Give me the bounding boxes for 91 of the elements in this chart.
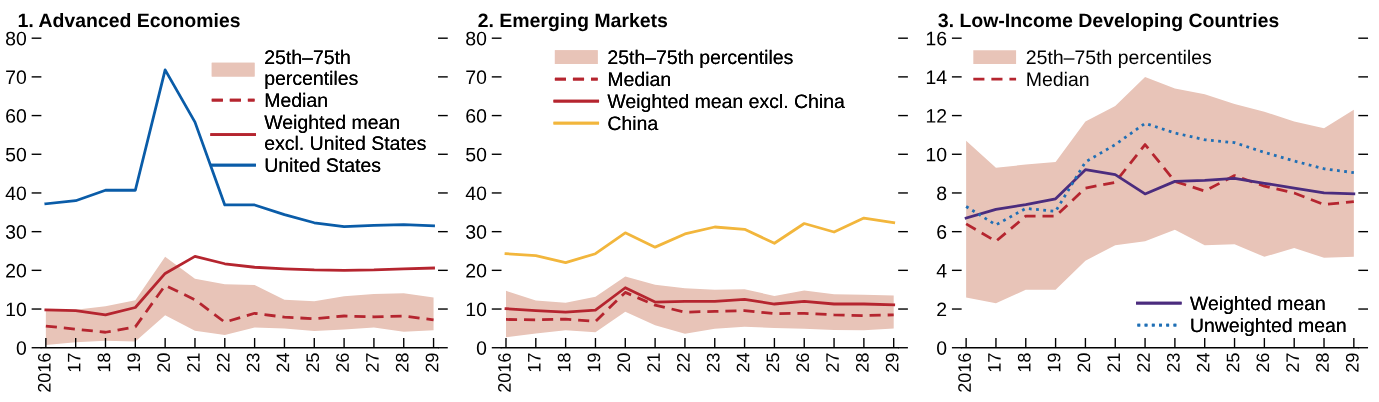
x-tick-label: 2016 — [498, 353, 511, 392]
y-tick-label: 0 — [16, 341, 27, 355]
x-tick-label: 24 — [1196, 353, 1210, 372]
y-tick-label: 40 — [5, 186, 27, 201]
chart-title: 3. Low-Income Developing Countries — [938, 12, 1279, 32]
y-tick-label: 20 — [466, 263, 487, 278]
x-tick-label: 27 — [1286, 353, 1299, 372]
x-tick-label: 20 — [617, 353, 631, 372]
x-tick-label: 26 — [796, 353, 810, 372]
line-series — [964, 168, 1356, 220]
y-tick-label: 40 — [465, 186, 487, 201]
y-tick-label: 60 — [466, 109, 487, 123]
x-tick-label: 28 — [395, 353, 409, 372]
x-tick-label: 28 — [1316, 353, 1329, 372]
y-tick-label: 50 — [466, 147, 487, 162]
x-tick-label: 19 — [127, 353, 141, 372]
x-tick-label: 18 — [97, 353, 111, 372]
y-tick-label: 20 — [6, 263, 27, 278]
legend-label: Median — [608, 71, 670, 87]
y-tick-label: 30 — [466, 225, 487, 239]
y-tick-label: 80 — [466, 31, 487, 46]
x-tick-label: 26 — [336, 353, 349, 372]
legend-label: United States — [265, 157, 381, 173]
y-tick-label: 16 — [926, 31, 947, 46]
x-tick-label: 26 — [1256, 353, 1270, 372]
y-tick-label: 0 — [937, 341, 947, 355]
x-tick-label: 23 — [706, 353, 720, 372]
legend-label: 25th–75th percentiles — [1026, 49, 1212, 68]
x-tick-label: 18 — [1017, 353, 1031, 372]
x-tick-label: 2016 — [958, 353, 971, 392]
legend-label: Median — [265, 92, 327, 108]
y-tick-label: 50 — [5, 147, 27, 162]
y-tick-label: 2 — [937, 302, 947, 317]
line-series — [504, 216, 896, 264]
y-tick-label: 30 — [5, 225, 27, 239]
x-tick-label: 20 — [157, 353, 170, 372]
legend-label: Unweighted mean — [1191, 317, 1346, 337]
x-tick-label: 21 — [187, 353, 200, 372]
y-tick-label: 70 — [6, 70, 27, 85]
line-series — [44, 255, 435, 317]
x-tick-label: 20 — [1077, 353, 1091, 372]
x-tick-label: 19 — [1047, 353, 1061, 372]
x-tick-label: 24 — [276, 353, 290, 372]
y-tick-label: 80 — [6, 31, 27, 46]
legend-label: 25th–75th percentiles — [608, 49, 793, 68]
y-tick-label: 0 — [476, 341, 487, 355]
x-tick-label: 29 — [1345, 353, 1359, 372]
x-tick-label: 23 — [1166, 353, 1180, 372]
x-tick-label: 25 — [766, 353, 780, 372]
line-series — [44, 68, 435, 229]
x-tick-label: 17 — [528, 353, 541, 372]
y-tick-label: 8 — [937, 186, 947, 201]
x-tick-label: 25 — [306, 353, 320, 372]
y-tick-label: 14 — [926, 70, 947, 84]
legend-label: Weighted mean excl. China — [607, 93, 845, 113]
y-tick-label: 70 — [466, 70, 487, 85]
line-series — [44, 284, 435, 334]
x-tick-label: 29 — [885, 353, 899, 372]
chart-title: 1. Advanced Economies — [18, 12, 240, 28]
y-tick-label: 10 — [466, 302, 487, 317]
x-tick-label: 17 — [67, 353, 81, 372]
line-series — [964, 143, 1356, 243]
x-tick-label: 21 — [647, 353, 660, 372]
legend-label: China — [608, 115, 659, 131]
line-series — [964, 121, 1356, 227]
x-tick-label: 17 — [988, 353, 1001, 372]
y-tick-label: 60 — [6, 109, 27, 123]
x-tick-label: 2016 — [37, 353, 51, 392]
x-tick-label: 24 — [736, 353, 750, 372]
x-tick-label: 27 — [365, 353, 379, 372]
legend-label: 25th–75th percentiles — [265, 49, 358, 89]
x-tick-label: 19 — [587, 353, 601, 372]
y-tick-label: 6 — [937, 225, 947, 239]
x-tick-label: 28 — [855, 353, 869, 372]
x-tick-label: 25 — [1226, 353, 1240, 372]
x-tick-label: 22 — [216, 353, 230, 372]
y-tick-label: 10 — [926, 147, 947, 162]
legend-label: Weighted mean — [1190, 295, 1325, 315]
x-tick-label: 21 — [1107, 353, 1120, 372]
y-tick-label: 4 — [936, 264, 947, 278]
x-tick-label: 29 — [425, 353, 439, 372]
y-tick-label: 12 — [926, 109, 947, 123]
legend-label: Median — [1027, 71, 1089, 87]
legend-label: Weighted mean excl. United States — [264, 114, 426, 151]
x-tick-label: 18 — [557, 353, 571, 372]
x-tick-label: 22 — [1137, 353, 1150, 372]
x-tick-label: 27 — [826, 353, 839, 372]
x-tick-label: 23 — [246, 353, 260, 372]
chart-title: 2. Emerging Markets — [478, 12, 668, 32]
y-tick-label: 10 — [6, 302, 27, 317]
x-tick-label: 22 — [676, 353, 690, 372]
